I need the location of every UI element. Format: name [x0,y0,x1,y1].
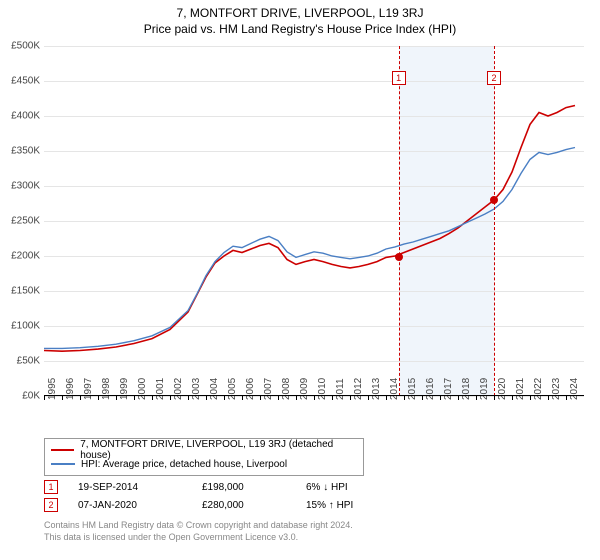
transaction-pct: 6% ↓ HPI [306,482,406,493]
transactions-table: 1 19-SEP-2014 £198,000 6% ↓ HPI 2 07-JAN… [44,478,406,514]
plot-border [44,46,584,396]
transaction-date: 19-SEP-2014 [78,482,198,493]
legend-swatch-property [51,449,74,451]
y-tick-label: £200K [11,251,40,262]
footer-line: This data is licensed under the Open Gov… [44,532,353,544]
transaction-row: 1 19-SEP-2014 £198,000 6% ↓ HPI [44,478,406,496]
legend-row: 7, MONTFORT DRIVE, LIVERPOOL, L19 3RJ (d… [51,443,357,457]
footer-line: Contains HM Land Registry data © Crown c… [44,520,353,532]
y-tick-label: £250K [11,216,40,227]
transaction-row: 2 07-JAN-2020 £280,000 15% ↑ HPI [44,496,406,514]
y-tick-label: £400K [11,111,40,122]
y-tick-label: £450K [11,76,40,87]
transaction-marker-box: 2 [44,498,58,512]
y-tick-label: £100K [11,321,40,332]
transaction-pct: 15% ↑ HPI [306,500,406,511]
chart-area: £0K£50K£100K£150K£200K£250K£300K£350K£40… [44,46,584,396]
y-tick-label: £0K [22,391,40,402]
footer: Contains HM Land Registry data © Crown c… [44,520,353,543]
y-tick-label: £150K [11,286,40,297]
transaction-price: £198,000 [202,482,302,493]
y-tick-label: £500K [11,41,40,52]
page-subtitle: Price paid vs. HM Land Registry's House … [0,20,600,36]
chart-container: 7, MONTFORT DRIVE, LIVERPOOL, L19 3RJ Pr… [0,0,600,560]
y-tick-label: £300K [11,181,40,192]
legend-label: HPI: Average price, detached house, Live… [81,459,287,470]
legend: 7, MONTFORT DRIVE, LIVERPOOL, L19 3RJ (d… [44,438,364,476]
page-title: 7, MONTFORT DRIVE, LIVERPOOL, L19 3RJ [0,0,600,20]
legend-swatch-hpi [51,463,75,465]
transaction-price: £280,000 [202,500,302,511]
transaction-marker-box: 1 [44,480,58,494]
y-tick-label: £350K [11,146,40,157]
y-tick-label: £50K [17,356,40,367]
transaction-date: 07-JAN-2020 [78,500,198,511]
